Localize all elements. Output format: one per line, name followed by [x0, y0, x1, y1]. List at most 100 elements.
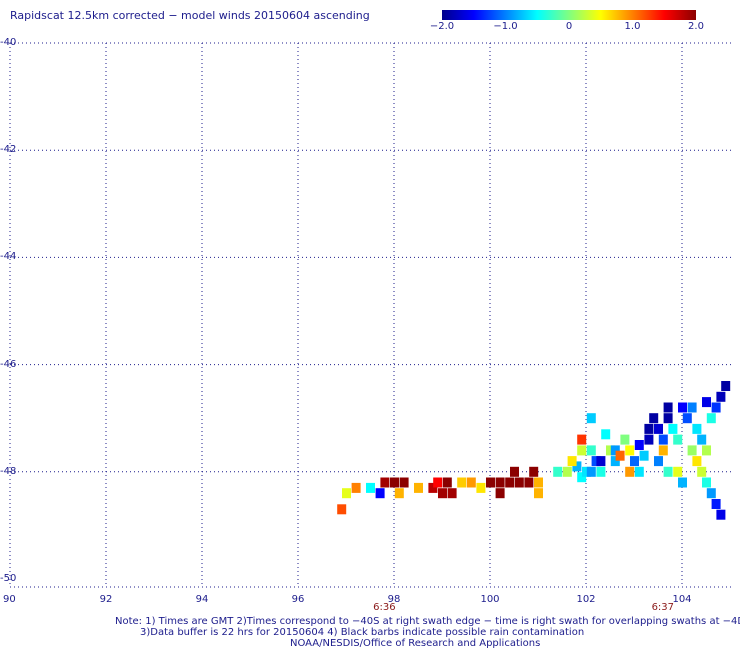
wind-difference-cell [428, 482, 438, 493]
wind-difference-cell [596, 466, 606, 477]
wind-difference-cell [716, 391, 726, 402]
wind-difference-cell [337, 504, 347, 515]
wind-difference-cell [582, 466, 591, 477]
wind-difference-cell [644, 423, 654, 434]
wind-difference-cell [610, 445, 620, 456]
wind-difference-cell [399, 477, 409, 488]
swath-time-label: 6:36 [373, 602, 396, 613]
wind-difference-cell [663, 413, 673, 424]
wind-difference-cell [658, 445, 668, 456]
wind-difference-cell [697, 434, 707, 445]
wind-difference-cell [534, 488, 543, 499]
longitude-tick-label: 100 [480, 594, 500, 605]
wind-difference-cell [606, 445, 615, 456]
wind-difference-cell [678, 477, 687, 488]
colorbar-tick-label: −2.0 [429, 21, 455, 32]
wind-difference-cell [577, 445, 587, 456]
longitude-tick-label: 94 [195, 594, 209, 605]
wind-difference-cell [654, 456, 663, 467]
wind-difference-cell [447, 488, 457, 499]
colorbar [442, 10, 696, 20]
wind-difference-cell [375, 488, 385, 499]
wind-difference-cell [586, 445, 596, 456]
latitude-tick-label: -46 [0, 358, 17, 370]
wind-difference-cell [620, 434, 630, 445]
wind-difference-cell [649, 413, 659, 424]
wind-difference-cell [721, 381, 731, 391]
colorbar-tick-label: 0 [565, 21, 573, 32]
colorbar-tick-label: 2.0 [688, 21, 704, 32]
wind-difference-cell [625, 445, 635, 456]
wind-difference-cell [366, 482, 375, 493]
latitude-tick-label: -42 [0, 144, 17, 156]
wind-difference-cell [706, 413, 716, 424]
wind-difference-cell [596, 456, 606, 467]
wind-difference-cell [394, 488, 404, 499]
latitude-tick-label: -50 [0, 573, 17, 584]
wind-difference-cell [673, 434, 683, 445]
longitude-tick-label: 102 [576, 594, 596, 605]
wind-difference-cell [692, 423, 702, 434]
wind-difference-cell [586, 466, 596, 477]
wind-difference-cell [442, 477, 452, 488]
wind-difference-cell [591, 456, 601, 467]
wind-difference-cell [702, 445, 711, 456]
longitude-tick-label: 90 [3, 594, 16, 605]
wind-difference-cell [567, 456, 577, 467]
note-line-3: NOAA/NESDIS/Office of Research and Appli… [290, 638, 541, 649]
wind-difference-cell [577, 434, 587, 445]
wind-difference-cell [687, 445, 697, 456]
wind-difference-cell [486, 477, 495, 488]
note-line-2: 3)Data buffer is 22 hrs for 20150604 4) … [140, 627, 585, 638]
wind-difference-cell [615, 450, 625, 461]
wind-difference-cell [663, 466, 673, 477]
wind-difference-cell [495, 477, 505, 488]
wind-difference-cell [438, 488, 447, 499]
wind-difference-cell [639, 450, 649, 461]
longitude-tick-label: 92 [99, 594, 113, 605]
wind-difference-cell [697, 466, 707, 477]
wind-difference-cell [586, 413, 596, 424]
wind-difference-cell [678, 402, 687, 413]
note-line-1: Note: 1) Times are GMT 2)Times correspon… [115, 616, 740, 627]
latitude-tick-label: -40 [0, 37, 17, 48]
latitude-tick-label: -44 [0, 251, 17, 263]
wind-difference-cell [634, 440, 644, 450]
latitude-tick-label: -48 [0, 465, 17, 477]
wind-difference-cell [577, 472, 587, 483]
wind-difference-cell [702, 397, 711, 408]
wind-difference-cell [457, 477, 467, 488]
wind-difference-cell [711, 402, 721, 413]
longitude-tick-label: 98 [387, 594, 401, 605]
wind-difference-cell [673, 466, 683, 477]
wind-difference-cell [630, 456, 639, 467]
longitude-tick-label: 104 [672, 594, 692, 605]
wind-difference-cell [610, 456, 620, 467]
wind-difference-cell [601, 429, 611, 440]
wind-difference-cell [342, 488, 351, 499]
wind-difference-cell [625, 466, 635, 477]
wind-difference-cell [692, 456, 702, 467]
wind-difference-cell [711, 499, 721, 509]
swath-time-label: 6:37 [651, 602, 675, 613]
colorbar-tick-label: 1.0 [624, 21, 641, 32]
wind-difference-cell [466, 477, 476, 488]
wind-difference-cell [706, 488, 716, 499]
wind-difference-cell [514, 477, 524, 488]
wind-difference-cell [663, 402, 673, 413]
wind-difference-cell [553, 466, 563, 477]
wind-difference-cell [433, 477, 443, 488]
wind-difference-cell [505, 477, 515, 488]
wind-difference-cell [390, 477, 399, 488]
wind-difference-cell [572, 461, 582, 472]
wind-difference-cell [524, 477, 534, 488]
map-title: Rapidscat 12.5km corrected − model winds… [10, 9, 370, 22]
wind-difference-cell [351, 482, 361, 493]
wind-difference-cell [562, 466, 572, 477]
wind-difference-cell [380, 477, 390, 488]
wind-difference-cell [644, 434, 654, 445]
wind-difference-cell [682, 413, 692, 424]
wind-difference-cell [510, 466, 519, 477]
